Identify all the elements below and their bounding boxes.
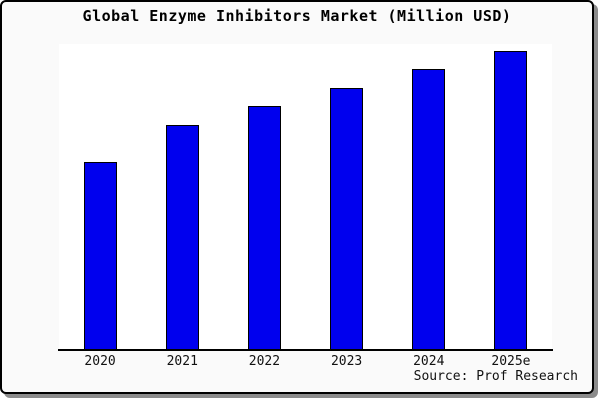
bar-2024	[412, 69, 446, 350]
bar-slot	[141, 44, 223, 350]
x-tick-label-2022: 2022	[248, 354, 281, 369]
bar-slot	[306, 44, 388, 350]
x-tick-label-2021: 2021	[166, 354, 198, 369]
source-note: Source: Prof Research	[413, 369, 578, 384]
bar-2023	[330, 88, 364, 350]
bar-2025e	[494, 51, 528, 350]
x-tick-label-2025e: 2025e	[491, 354, 531, 369]
chart-figure: Global Enzyme Inhibitors Market (Million…	[0, 0, 594, 394]
bar-2022	[247, 106, 281, 350]
x-axis-labels: 2020 2021 2022 2023 2024 2025e	[59, 354, 552, 369]
bar-slot	[59, 44, 141, 350]
bar-2020	[83, 162, 117, 350]
bar-2021	[165, 125, 199, 350]
x-tick-label-2024: 2024	[413, 354, 445, 369]
x-tick-label-2020: 2020	[84, 354, 116, 369]
chart-title: Global Enzyme Inhibitors Market (Million…	[82, 7, 512, 25]
x-tick-label-2023: 2023	[330, 354, 363, 369]
bar-slot	[388, 44, 470, 350]
bar-slot	[223, 44, 305, 350]
x-axis-line	[58, 349, 553, 351]
plot-area	[59, 44, 552, 350]
bar-slot	[470, 44, 552, 350]
